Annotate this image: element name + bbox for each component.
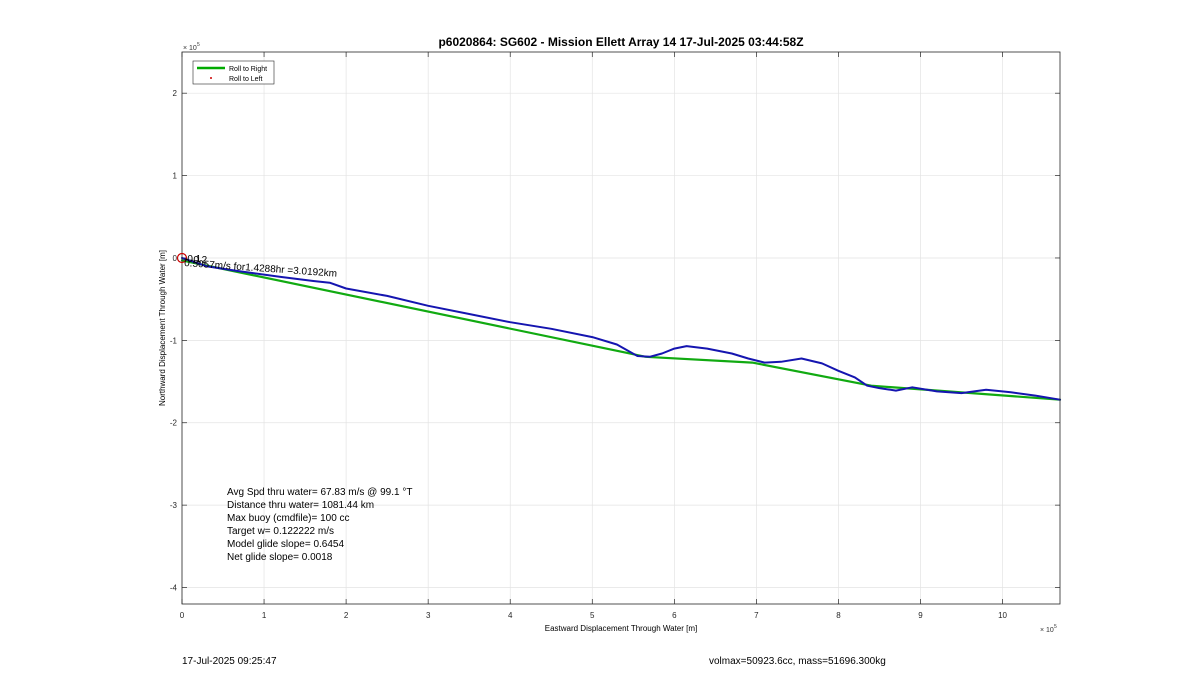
x-tick-label: 1 xyxy=(262,611,267,620)
y-tick-label: -1 xyxy=(170,336,178,345)
y-exponent: × 10 5 xyxy=(183,42,200,52)
series-layer xyxy=(180,257,1062,401)
annotation-block: Avg Spd thru water= 67.83 m/s @ 99.1 °T … xyxy=(227,487,412,563)
annotation-line: Max buoy (cmdfile)= 100 cc xyxy=(227,513,350,524)
legend-label-roll-right: Roll to Right xyxy=(229,66,267,73)
point-label-3: -0.2 xyxy=(190,255,208,266)
y-axis-label: Northward Displacement Through Water [m] xyxy=(158,250,167,406)
legend: Roll to Right Roll to Left xyxy=(192,60,275,85)
x-tick-label: 0 xyxy=(180,611,185,620)
legend-swatch-roll-left xyxy=(210,77,212,79)
y-tick-label: -3 xyxy=(170,501,178,510)
annotation-line: Net glide slope= 0.0018 xyxy=(227,552,333,563)
x-exponent: × 10 5 xyxy=(1040,624,1057,634)
y-tick-label: 0 xyxy=(173,254,178,263)
annotation-line: Avg Spd thru water= 67.83 m/s @ 99.1 °T xyxy=(227,487,412,498)
x-tick-labels: 0 1 2 3 4 5 6 7 8 9 10 xyxy=(180,611,1008,620)
x-tick-label: 6 xyxy=(672,611,677,620)
y-exponent-base: × 10 xyxy=(183,45,197,52)
legend-label-roll-left: Roll to Left xyxy=(229,76,263,83)
x-tick-label: 3 xyxy=(426,611,431,620)
annotation-line: Distance thru water= 1081.44 km xyxy=(227,500,374,511)
x-tick-label: 2 xyxy=(344,611,349,620)
y-tick-label: 2 xyxy=(173,89,178,98)
series-line-track xyxy=(181,257,1061,401)
chart-title: p6020864: SG602 - Mission Ellett Array 1… xyxy=(438,35,803,49)
y-exponent-power: 5 xyxy=(197,42,200,48)
annotation-line: Target w= 0.122222 m/s xyxy=(227,526,334,537)
x-tick-label: 10 xyxy=(998,611,1007,620)
x-tick-label: 5 xyxy=(590,611,595,620)
y-tick-label: -4 xyxy=(170,584,178,593)
footer-date: 17-Jul-2025 09:25:47 xyxy=(182,656,277,667)
axes-box xyxy=(181,51,1061,605)
y-tick-labels: -4 -3 -2 -1 0 1 2 xyxy=(170,89,178,592)
x-exponent-power: 5 xyxy=(1054,624,1057,630)
point-label-2: -0.1 xyxy=(184,254,202,265)
x-tick-label: 7 xyxy=(754,611,759,620)
x-exponent-base: × 10 xyxy=(1040,627,1054,634)
x-tick-label: 4 xyxy=(508,611,513,620)
y-tick-label: 1 xyxy=(173,172,178,181)
x-axis-label: Eastward Displacement Through Water [m] xyxy=(545,624,698,633)
footer-info: volmax=50923.6cc, mass=51696.300kg xyxy=(709,656,886,667)
start-marker xyxy=(176,252,188,264)
y-tick-label: -2 xyxy=(170,419,178,428)
x-tick-label: 9 xyxy=(918,611,923,620)
annotation-line: Model glide slope= 0.6454 xyxy=(227,539,344,550)
x-tick-label: 8 xyxy=(836,611,841,620)
